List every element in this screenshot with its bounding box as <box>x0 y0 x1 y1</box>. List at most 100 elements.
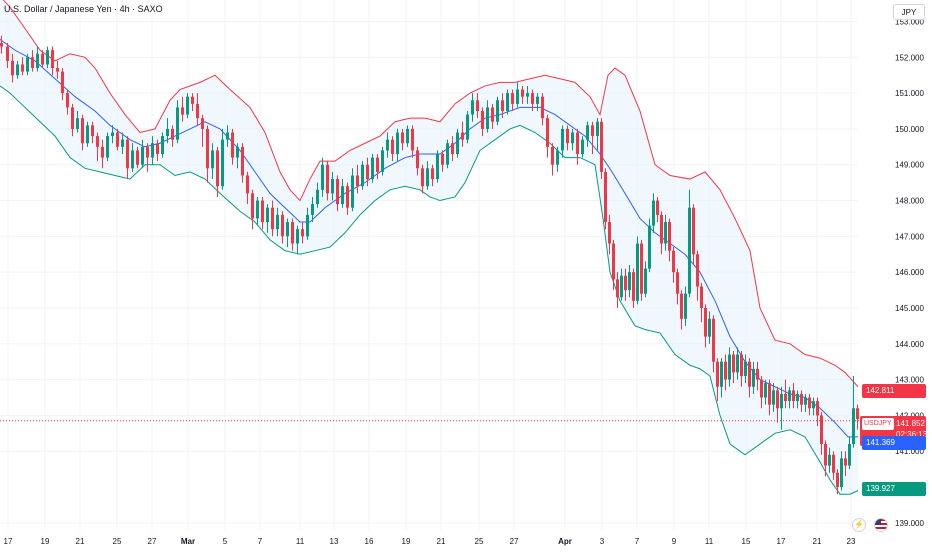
candle-body[interactable] <box>640 243 643 294</box>
currency-selector[interactable]: JPY <box>893 4 925 20</box>
candle-body[interactable] <box>660 214 663 244</box>
candle-body[interactable] <box>506 93 509 112</box>
candle-body[interactable] <box>476 100 479 112</box>
candle-body[interactable] <box>451 143 454 154</box>
candle-body[interactable] <box>211 150 214 169</box>
candle-body[interactable] <box>728 354 731 380</box>
candle-body[interactable] <box>296 229 299 244</box>
candle-body[interactable] <box>620 275 623 298</box>
candle-body[interactable] <box>276 214 279 230</box>
candle-body[interactable] <box>466 114 469 140</box>
candle-body[interactable] <box>526 93 529 97</box>
candle-body[interactable] <box>536 96 539 104</box>
candle-body[interactable] <box>0 42 3 47</box>
candle-body[interactable] <box>336 179 339 205</box>
candle-body[interactable] <box>768 383 771 405</box>
candle-body[interactable] <box>326 164 329 194</box>
candle-body[interactable] <box>116 132 119 147</box>
candle-body[interactable] <box>772 390 775 405</box>
candle-body[interactable] <box>684 293 687 319</box>
candle-body[interactable] <box>256 200 259 219</box>
candle-body[interactable] <box>46 50 49 65</box>
candle-body[interactable] <box>431 168 434 180</box>
candle-body[interactable] <box>371 157 374 180</box>
candle-body[interactable] <box>531 93 534 104</box>
candle-body[interactable] <box>581 139 584 154</box>
candle-body[interactable] <box>271 207 274 230</box>
candle-body[interactable] <box>800 393 803 405</box>
candle-body[interactable] <box>86 125 89 144</box>
candle-body[interactable] <box>776 390 779 409</box>
candle-body[interactable] <box>436 153 439 180</box>
candle-body[interactable] <box>351 175 354 208</box>
candle-body[interactable] <box>411 128 414 151</box>
candle-body[interactable] <box>816 401 819 416</box>
candle-body[interactable] <box>664 222 667 244</box>
candle-body[interactable] <box>812 401 815 409</box>
candle-body[interactable] <box>401 132 404 144</box>
candle-body[interactable] <box>491 107 494 122</box>
candle-body[interactable] <box>31 57 34 69</box>
candle-body[interactable] <box>852 408 855 445</box>
candle-body[interactable] <box>266 207 269 223</box>
candle-body[interactable] <box>71 107 74 129</box>
candle-body[interactable] <box>756 368 759 380</box>
candle-body[interactable] <box>616 279 619 298</box>
candle-body[interactable] <box>551 146 554 165</box>
candle-body[interactable] <box>596 121 599 137</box>
candle-body[interactable] <box>251 193 254 219</box>
candle-body[interactable] <box>848 444 851 466</box>
candle-body[interactable] <box>316 189 319 205</box>
candle-body[interactable] <box>828 454 831 466</box>
candle-body[interactable] <box>376 157 379 172</box>
candle-body[interactable] <box>126 139 129 169</box>
candle-body[interactable] <box>760 379 763 398</box>
lightning-icon[interactable]: ⚡ <box>852 518 866 532</box>
candle-body[interactable] <box>171 128 174 140</box>
candle-body[interactable] <box>321 164 324 190</box>
candle-body[interactable] <box>381 150 384 172</box>
candle-body[interactable] <box>456 132 459 154</box>
candle-body[interactable] <box>792 390 795 402</box>
candle-body[interactable] <box>181 107 184 115</box>
candle-body[interactable] <box>176 107 179 140</box>
candle-body[interactable] <box>808 397 811 409</box>
candle-body[interactable] <box>700 286 703 308</box>
candle-body[interactable] <box>416 150 419 169</box>
candle-body[interactable] <box>346 186 349 208</box>
candle-body[interactable] <box>688 207 691 294</box>
candle-body[interactable] <box>106 136 109 158</box>
candle-body[interactable] <box>216 150 219 187</box>
candle-body[interactable] <box>261 200 264 223</box>
candle-body[interactable] <box>461 132 464 140</box>
candle-body[interactable] <box>366 164 369 180</box>
candle-body[interactable] <box>121 139 124 147</box>
candle-body[interactable] <box>496 100 499 122</box>
candle-body[interactable] <box>708 318 711 337</box>
candle-body[interactable] <box>612 243 615 280</box>
candle-body[interactable] <box>591 125 594 137</box>
candle-body[interactable] <box>501 100 504 112</box>
candle-body[interactable] <box>446 143 449 165</box>
candle-body[interactable] <box>36 53 39 69</box>
candle-body[interactable] <box>151 143 154 158</box>
candle-body[interactable] <box>644 268 647 294</box>
candle-body[interactable] <box>668 222 671 251</box>
candle-body[interactable] <box>632 272 635 301</box>
candle-body[interactable] <box>331 179 334 194</box>
candle-body[interactable] <box>101 146 104 158</box>
candle-body[interactable] <box>361 164 364 187</box>
candle-body[interactable] <box>11 60 14 76</box>
candle-body[interactable] <box>356 175 359 187</box>
candle-body[interactable] <box>624 275 627 291</box>
candle-body[interactable] <box>191 96 194 104</box>
candle-body[interactable] <box>306 214 309 237</box>
candle-body[interactable] <box>672 250 675 273</box>
candle-body[interactable] <box>692 207 695 255</box>
candle-body[interactable] <box>146 146 149 158</box>
candle-body[interactable] <box>471 100 474 115</box>
candle-body[interactable] <box>441 153 444 165</box>
candle-body[interactable] <box>301 229 304 237</box>
